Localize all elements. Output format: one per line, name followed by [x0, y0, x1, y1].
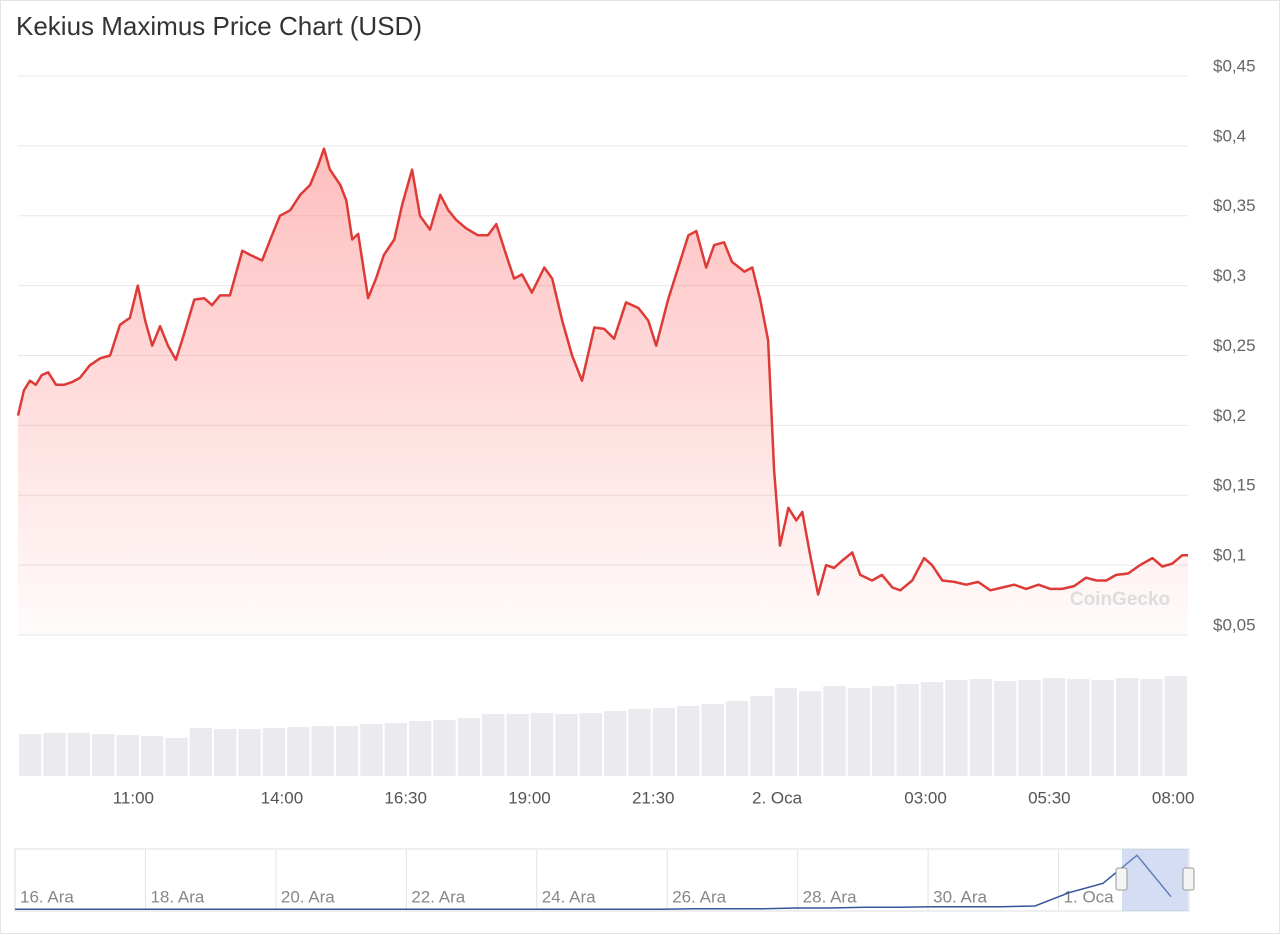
navigator-label: 30. Ara: [933, 887, 987, 906]
volume-bar: [652, 708, 676, 776]
volume-bar: [189, 728, 212, 776]
volume-bar: [262, 728, 286, 776]
volume-bar: [945, 680, 968, 776]
volume-bar: [165, 738, 188, 776]
watermark: CoinGecko: [1070, 589, 1170, 610]
y-tick-label: $0,45: [1213, 56, 1256, 75]
volume-bar: [604, 711, 627, 776]
y-tick-label: $0,4: [1213, 126, 1246, 145]
y-tick-label: $0,05: [1213, 615, 1256, 634]
navigator-label: 26. Ara: [672, 887, 726, 906]
x-tick-label: 21:30: [632, 788, 675, 807]
x-tick-label: 19:00: [508, 788, 551, 807]
volume-bar: [1115, 678, 1139, 776]
volume-bar: [482, 714, 505, 776]
volume-bar: [433, 720, 456, 776]
volume-bar: [799, 691, 822, 776]
volume-bar: [530, 713, 554, 776]
volume-bar: [506, 714, 529, 776]
volume-bar: [1140, 679, 1163, 776]
volume-bar: [823, 686, 846, 776]
volume-bar: [140, 736, 164, 776]
volume-bar: [872, 686, 895, 776]
volume-bar: [335, 726, 359, 776]
volume-bar: [360, 724, 383, 776]
navigator-frame: [14, 848, 1190, 912]
volume-bar: [311, 726, 334, 776]
volume-bar: [896, 684, 919, 776]
volume-bar: [628, 709, 651, 776]
volume-bar: [847, 688, 871, 776]
x-tick-label: 2. Oca: [752, 788, 803, 807]
volume-bar: [116, 735, 139, 776]
x-tick-label: 11:00: [113, 788, 154, 807]
volume-bar: [1067, 679, 1090, 776]
y-tick-label: $0,35: [1213, 196, 1256, 215]
volume-bar: [920, 682, 944, 776]
volume-bar: [43, 733, 66, 776]
navigator-handle-right[interactable]: [1182, 867, 1195, 891]
price-line: [16, 147, 1188, 596]
navigator-label: 1. Oca: [1064, 887, 1115, 906]
y-tick-label: $0,25: [1213, 336, 1256, 355]
x-tick-label: 05:30: [1028, 788, 1071, 807]
volume-bar: [457, 718, 481, 776]
y-tick-label: $0,15: [1213, 476, 1256, 495]
volume-bar: [67, 733, 91, 776]
volume-bar: [19, 734, 42, 776]
volume-bar: [774, 688, 797, 776]
navigator-label: 16. Ara: [20, 887, 74, 906]
volume-bar: [994, 681, 1017, 776]
y-tick-label: $0,3: [1213, 266, 1246, 285]
volume-bar: [725, 701, 749, 776]
volume-bar: [287, 727, 310, 776]
navigator-handle-left[interactable]: [1115, 867, 1128, 891]
volume-bar: [409, 721, 432, 776]
volume-bar: [701, 704, 724, 776]
y-tick-label: $0,1: [1213, 546, 1246, 565]
x-tick-label: 14:00: [261, 788, 304, 807]
volume-bar: [384, 723, 407, 776]
navigator-line: [15, 854, 1172, 911]
chart-title: Kekius Maximus Price Chart (USD): [16, 11, 422, 41]
volume-bar: [579, 713, 602, 776]
volume-bar: [238, 729, 261, 776]
volume-bar: [1042, 678, 1066, 776]
x-tick-label: 16:30: [384, 788, 427, 807]
volume-bar: [214, 729, 237, 776]
x-tick-label: 03:00: [904, 788, 947, 807]
volume-bar: [92, 734, 115, 776]
volume-bar: [555, 714, 578, 776]
navigator-selection[interactable]: [1122, 849, 1188, 911]
y-tick-label: $0,2: [1213, 406, 1246, 425]
x-tick-label: 08:00: [1152, 788, 1195, 807]
navigator-label: 24. Ara: [542, 887, 596, 906]
navigator-label: 22. Ara: [411, 887, 465, 906]
volume-bar: [750, 696, 773, 776]
navigator-label: 20. Ara: [281, 887, 335, 906]
navigator-label: 28. Ara: [803, 887, 857, 906]
navigator-label: 18. Ara: [150, 887, 204, 906]
volume-bar: [1164, 676, 1187, 776]
volume-bar: [677, 706, 700, 776]
price-area: [18, 148, 1188, 635]
volume-bar: [1018, 680, 1041, 776]
volume-bar: [969, 679, 992, 776]
volume-bar: [1091, 680, 1114, 776]
